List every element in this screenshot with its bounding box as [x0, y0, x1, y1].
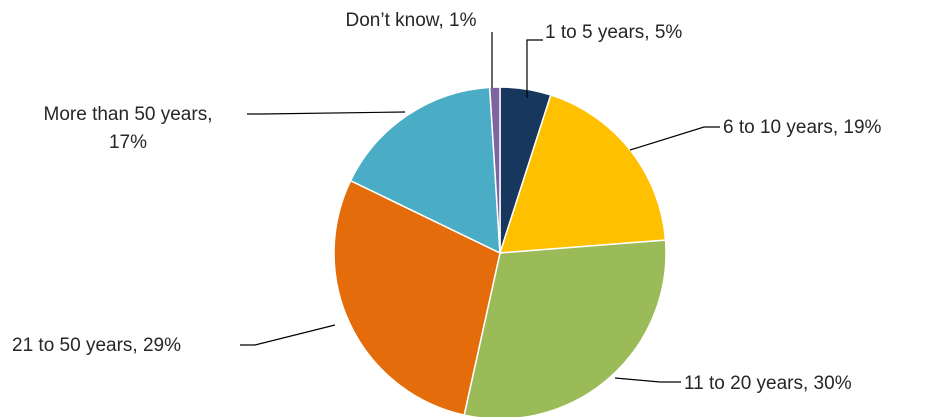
leader-line-21-to-50-years — [240, 324, 336, 346]
pie-slice-11-to-20-years — [463, 239, 667, 417]
data-label-6-to-10-years: 6 to 10 years, 19% — [723, 117, 882, 138]
leader-line-more-than-50-years — [247, 111, 406, 115]
pie-slice-don-t-know — [488, 86, 501, 254]
data-label-11-to-20-years: 11 to 20 years, 30% — [684, 373, 852, 394]
data-label-more-than-50-years-line-1: More than 50 years, — [44, 104, 213, 125]
pie-slices — [333, 86, 667, 417]
leader-lines — [240, 32, 720, 383]
data-label-1-to-5-years: 1 to 5 years, 5% — [545, 22, 682, 43]
leader-line-11-to-20-years — [614, 377, 681, 383]
data-label-21-to-50-years: 21 to 50 years, 29% — [12, 335, 181, 356]
pie-slice-more-than-50-years — [349, 86, 501, 255]
data-label-don-t-know: Don’t know, 1% — [346, 10, 477, 31]
data-labels: 1 to 5 years, 5% 6 to 10 years, 19% 11 to … — [12, 10, 882, 394]
leader-line-1-to-5-years — [526, 39, 543, 98]
pie-slice-21-to-50-years — [333, 179, 501, 416]
leader-line-6-to-10-years — [629, 126, 720, 151]
data-label-more-than-50-years-line-2: 17% — [109, 132, 147, 153]
